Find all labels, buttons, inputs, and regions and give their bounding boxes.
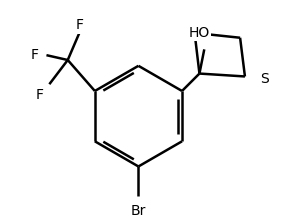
Text: S: S (260, 72, 269, 86)
Text: Br: Br (131, 204, 146, 218)
Text: HO: HO (189, 26, 210, 40)
Text: F: F (75, 18, 83, 32)
Text: F: F (31, 48, 39, 62)
Text: F: F (36, 88, 44, 102)
